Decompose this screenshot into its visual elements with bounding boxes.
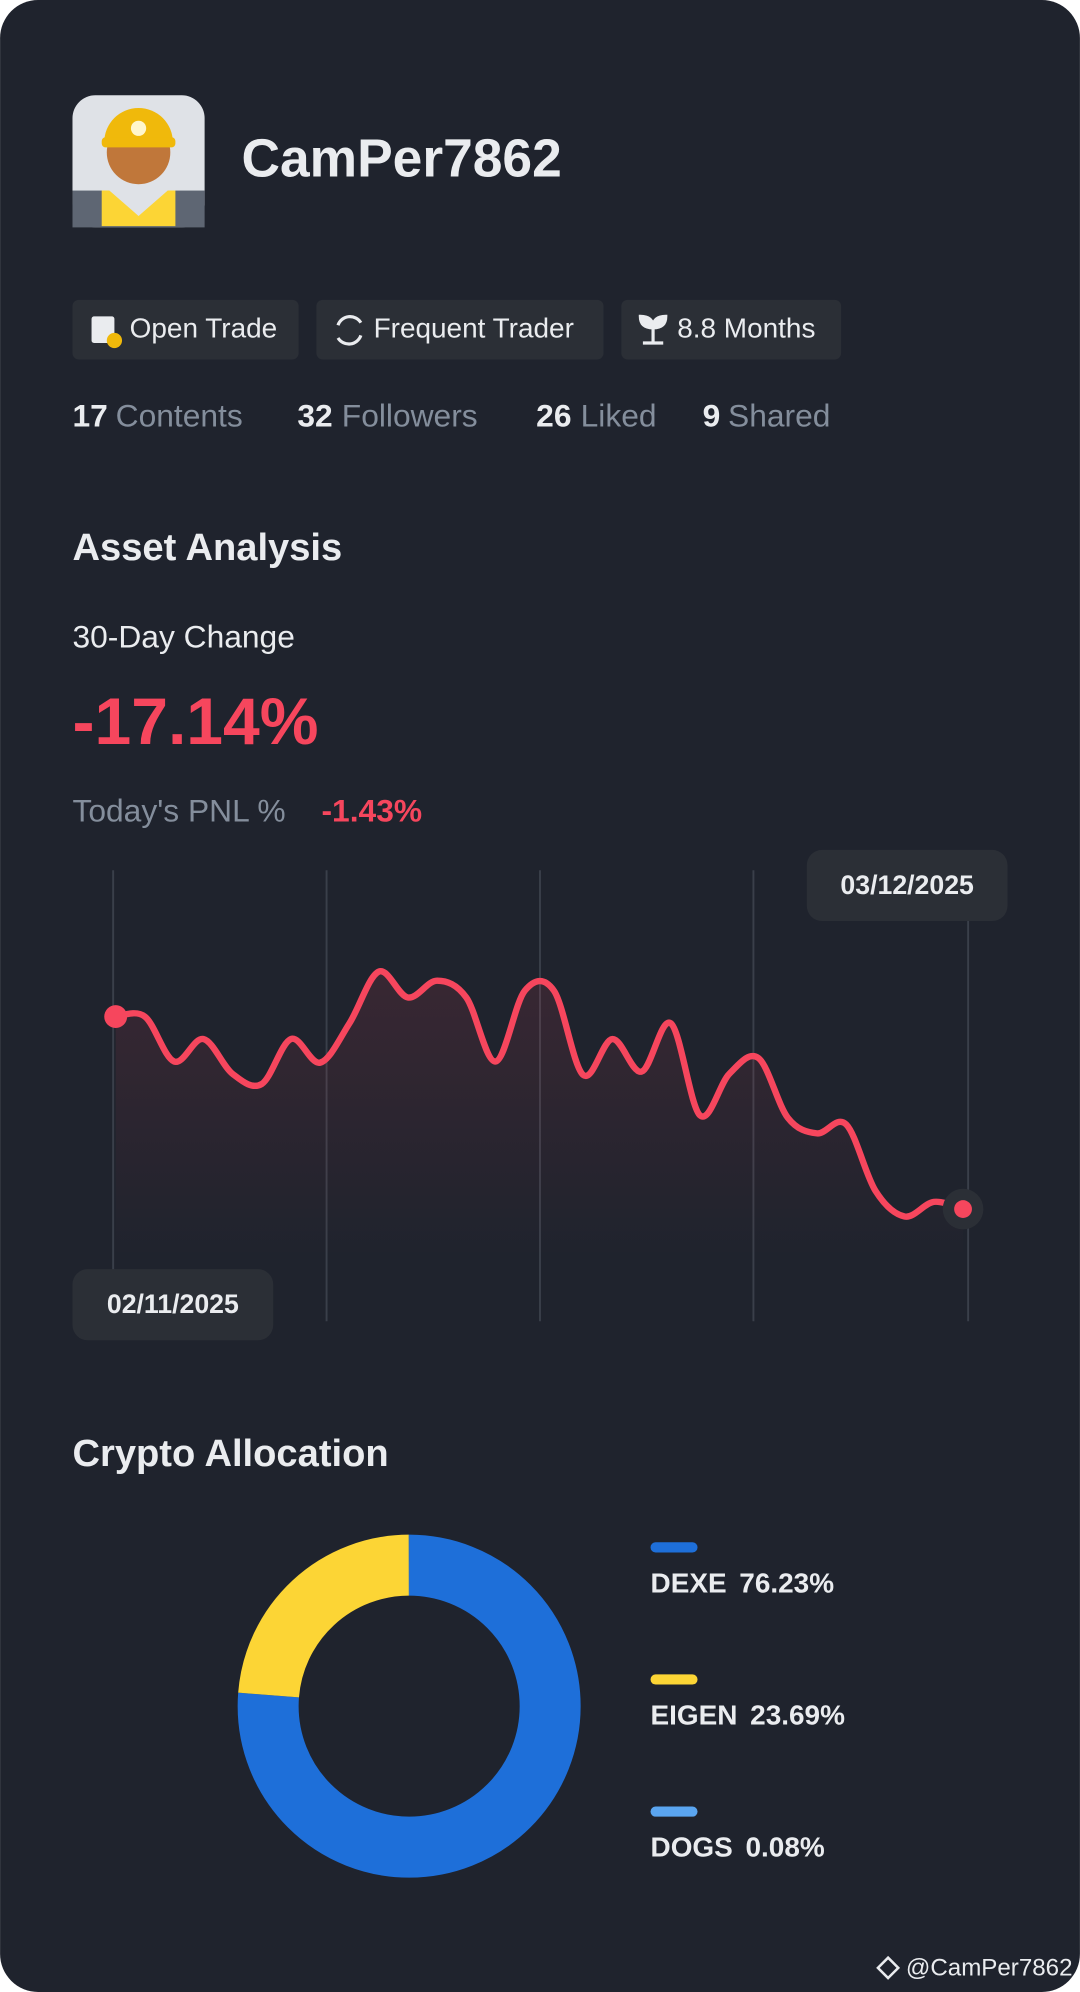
legend-entry: DEXE 76.23% <box>651 1568 835 1599</box>
date-tooltip <box>806 849 1008 922</box>
username: CamPer7862 <box>241 130 561 189</box>
legend-name: DEXE <box>651 1568 727 1599</box>
tag-bg <box>621 299 842 360</box>
line-area <box>115 971 964 1258</box>
watermark: @CamPer7862 <box>876 1955 1073 1982</box>
tag-icon <box>638 314 668 345</box>
donut-segment <box>237 1534 581 1878</box>
date-label: 02/11/2025 <box>107 1289 239 1319</box>
legend-entry: EIGEN 23.69% <box>651 1700 846 1731</box>
tag-bg <box>72 299 299 360</box>
tag: 8.8 Months <box>677 313 815 344</box>
pnl-label: Today's PNL % <box>72 792 285 828</box>
end-dot <box>954 1200 972 1218</box>
tag-icon <box>91 316 123 349</box>
start-dot <box>104 1005 128 1029</box>
tag-bg <box>316 299 604 360</box>
period-label: 30-Day Change <box>72 618 294 654</box>
watermark-text: @CamPer7862 <box>906 1955 1073 1982</box>
legend-value: 76.23% <box>739 1568 834 1599</box>
legend-name: DOGS <box>651 1832 733 1863</box>
legend-name: EIGEN <box>651 1700 738 1731</box>
avatar <box>72 95 205 228</box>
line <box>112 968 967 1220</box>
tag: Frequent Trader <box>374 313 574 344</box>
stat-label: Contents <box>116 397 243 433</box>
tag-icon <box>336 315 363 346</box>
stat-label: Shared <box>728 397 830 433</box>
date-tooltip <box>72 1269 274 1341</box>
tag: Open Trade <box>130 313 278 344</box>
pnl-value: -1.43% <box>321 792 422 828</box>
change-value: -17.14% <box>72 684 318 758</box>
stat-count: 32 <box>297 397 332 433</box>
legend-value: 23.69% <box>750 1700 845 1731</box>
section-title: Crypto Allocation <box>72 1433 388 1475</box>
stat-count: 26 <box>536 397 571 433</box>
stat-label: Liked <box>581 397 657 433</box>
legend-value: 0.08% <box>746 1832 825 1863</box>
legend-entry: DOGS 0.08% <box>651 1832 825 1863</box>
date-label: 03/12/2025 <box>840 870 974 900</box>
stat-count: 17 <box>72 397 107 433</box>
stat-count: 9 <box>703 397 721 433</box>
stat-label: Followers <box>342 397 478 433</box>
section-title: Asset Analysis <box>72 527 342 569</box>
